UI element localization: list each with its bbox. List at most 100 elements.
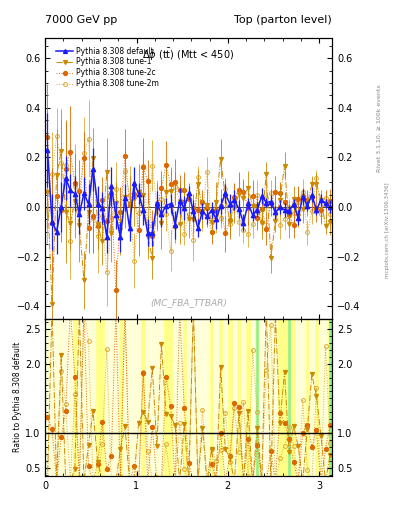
Bar	[132, 318, 137, 476]
Bar	[259, 318, 264, 476]
Bar	[64, 318, 68, 476]
Bar	[163, 318, 169, 476]
Bar	[150, 318, 155, 476]
Bar	[155, 318, 159, 476]
Bar	[237, 318, 241, 476]
Bar	[227, 318, 232, 476]
Bar	[291, 318, 296, 476]
Text: 7000 GeV pp: 7000 GeV pp	[45, 14, 118, 25]
Bar	[173, 318, 178, 476]
Bar	[300, 318, 305, 476]
Bar	[104, 318, 109, 476]
Bar	[145, 318, 150, 476]
Bar	[224, 318, 227, 476]
Bar	[274, 318, 277, 476]
Bar	[301, 318, 305, 476]
Bar	[205, 318, 209, 476]
Bar	[233, 318, 236, 476]
Bar	[113, 318, 118, 476]
Bar	[218, 318, 223, 476]
Bar	[296, 318, 300, 476]
Bar	[86, 318, 91, 476]
Bar	[59, 318, 63, 476]
Bar	[68, 318, 73, 476]
Bar	[200, 318, 205, 476]
Text: (MC_FBA_TTBAR): (MC_FBA_TTBAR)	[150, 298, 227, 307]
Bar	[136, 318, 141, 476]
Bar	[160, 318, 163, 476]
Bar	[186, 318, 191, 476]
Bar	[232, 318, 237, 476]
Bar	[123, 318, 127, 476]
Bar	[173, 318, 177, 476]
Legend: Pythia 8.308 default, Pythia 8.308 tune-1, Pythia 8.308 tune-2c, Pythia 8.308 tu: Pythia 8.308 default, Pythia 8.308 tune-…	[55, 45, 161, 90]
Bar	[214, 318, 218, 476]
Bar	[146, 318, 150, 476]
Bar	[54, 318, 59, 476]
Bar	[105, 318, 108, 476]
Bar	[324, 318, 327, 476]
Bar	[77, 318, 82, 476]
Bar	[114, 318, 118, 476]
Bar	[178, 318, 182, 476]
Bar	[127, 318, 132, 476]
Bar	[59, 318, 64, 476]
Bar	[277, 318, 283, 476]
Bar	[246, 318, 251, 476]
Bar	[50, 318, 55, 476]
Bar	[137, 318, 140, 476]
Text: $\Delta\phi$ (t$\bar{\mathrm{t}}$) (Mtt < 450): $\Delta\phi$ (t$\bar{\mathrm{t}}$) (Mtt …	[143, 47, 235, 63]
Bar	[305, 318, 310, 476]
Bar	[151, 318, 154, 476]
Bar	[191, 318, 195, 476]
Bar	[196, 318, 200, 476]
Bar	[310, 318, 314, 476]
Bar	[195, 318, 200, 476]
Bar	[273, 318, 278, 476]
Bar	[123, 318, 127, 476]
Bar	[250, 318, 255, 476]
Bar	[128, 318, 131, 476]
Bar	[314, 318, 319, 476]
Bar	[191, 318, 196, 476]
Text: Top (parton level): Top (parton level)	[234, 14, 332, 25]
Bar	[264, 318, 268, 476]
Bar	[223, 318, 228, 476]
Bar	[45, 318, 50, 476]
Bar	[319, 318, 323, 476]
Bar	[95, 318, 100, 476]
Bar	[63, 318, 68, 476]
Bar	[296, 318, 301, 476]
Bar	[154, 318, 160, 476]
Bar	[77, 318, 81, 476]
Bar	[159, 318, 164, 476]
Bar	[110, 318, 113, 476]
Bar	[100, 318, 105, 476]
Bar	[132, 318, 136, 476]
Bar	[242, 318, 245, 476]
Bar	[50, 318, 54, 476]
Bar	[318, 318, 323, 476]
Bar	[214, 318, 219, 476]
Bar	[268, 318, 274, 476]
Text: mcplots.cern.ch [arXiv:1306.3436]: mcplots.cern.ch [arXiv:1306.3436]	[385, 183, 389, 278]
Y-axis label: Ratio to Pythia 8.308 default: Ratio to Pythia 8.308 default	[13, 342, 22, 453]
Bar	[91, 318, 95, 476]
Bar	[309, 318, 314, 476]
Bar	[141, 318, 146, 476]
Bar	[201, 318, 204, 476]
Bar	[109, 318, 114, 476]
Bar	[81, 318, 86, 476]
Bar	[251, 318, 254, 476]
Bar	[46, 318, 49, 476]
Bar	[209, 318, 214, 476]
Bar	[282, 318, 287, 476]
Text: Rivet 3.1.10, ≥ 100k events: Rivet 3.1.10, ≥ 100k events	[377, 84, 382, 172]
Bar	[241, 318, 246, 476]
Bar	[68, 318, 72, 476]
Bar	[323, 318, 328, 476]
Bar	[260, 318, 264, 476]
Bar	[187, 318, 191, 476]
Bar	[55, 318, 59, 476]
Bar	[168, 318, 173, 476]
